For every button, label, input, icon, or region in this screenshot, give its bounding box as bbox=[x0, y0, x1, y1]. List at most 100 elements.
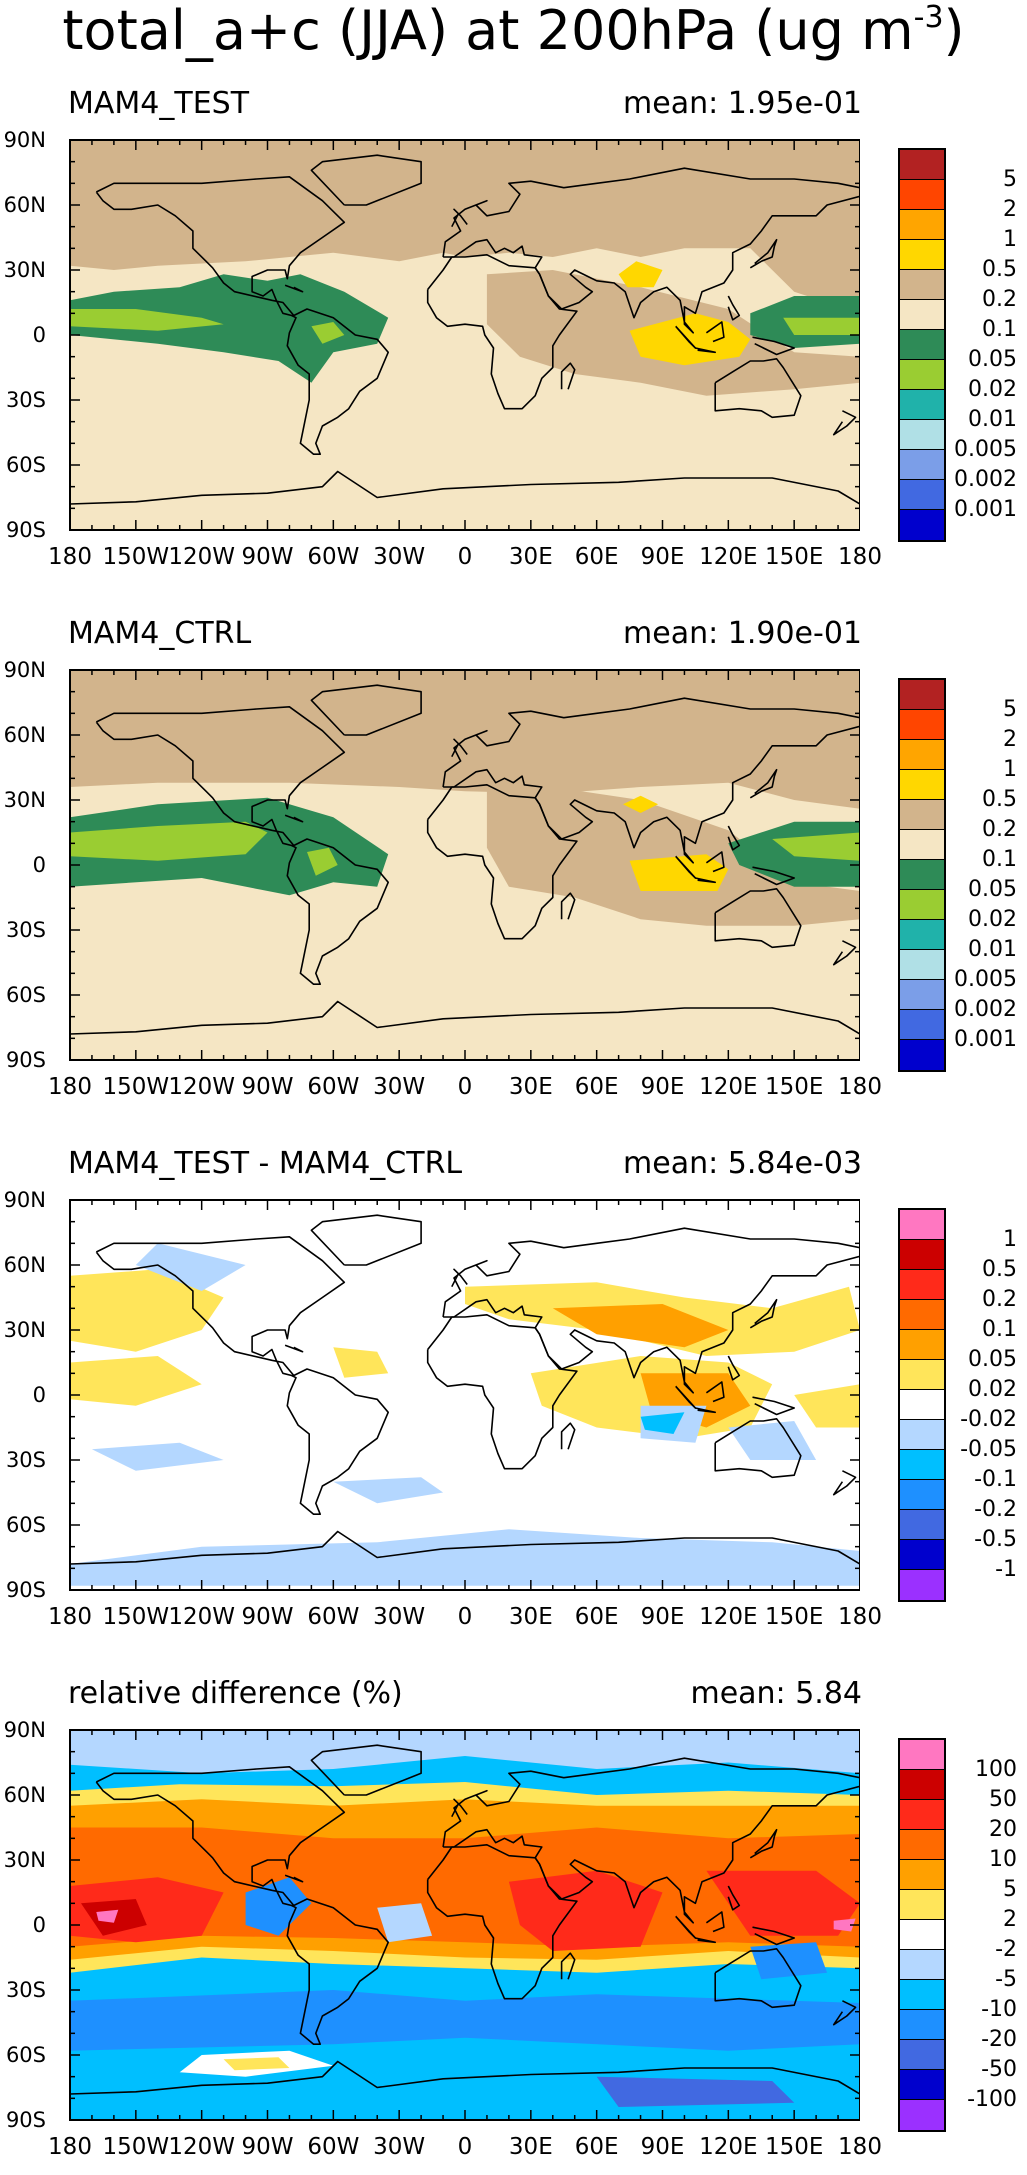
colorbar-label: 0.01 bbox=[968, 407, 1017, 432]
colorbar-label: -0.05 bbox=[960, 1437, 1017, 1462]
colorbar-swatch bbox=[900, 1830, 944, 1860]
contour-region bbox=[91, 1442, 224, 1471]
colorbar-label: 0.005 bbox=[954, 437, 1017, 462]
lon-tick-label: 30E bbox=[508, 1074, 553, 1100]
colorbar-label: 1 bbox=[1003, 227, 1017, 252]
coastline bbox=[426, 1314, 578, 1470]
colorbar-swatch bbox=[900, 480, 944, 510]
coastline bbox=[284, 284, 304, 293]
coastline bbox=[749, 768, 778, 799]
colorbar-swatch bbox=[900, 270, 944, 300]
panel-mean: mean: 5.84 bbox=[690, 1676, 862, 1711]
contour-region bbox=[333, 1477, 444, 1504]
coastline bbox=[752, 336, 796, 356]
colorbar-label: -100 bbox=[967, 2087, 1017, 2112]
lon-tick-label: 90W bbox=[241, 1604, 294, 1630]
lat-tick-label: 60N bbox=[3, 193, 46, 217]
coastline bbox=[284, 1874, 304, 1883]
colorbar-label: 10 bbox=[989, 1847, 1017, 1872]
coastline bbox=[714, 357, 802, 419]
contour-region bbox=[70, 821, 268, 861]
lon-tick-label: 90E bbox=[640, 1074, 685, 1100]
coastline bbox=[69, 470, 860, 505]
contour-region bbox=[833, 1918, 856, 1932]
contour-region bbox=[750, 1942, 828, 1980]
lon-tick-label: 120E bbox=[699, 1074, 758, 1100]
colorbar-label: 0.5 bbox=[982, 787, 1017, 812]
colorbar-swatch bbox=[900, 450, 944, 480]
colorbar-label: 0.002 bbox=[954, 997, 1017, 1022]
lat-tick-label: 60N bbox=[3, 723, 46, 747]
colorbar-label: 2 bbox=[1003, 727, 1017, 752]
colorbar-label: -0.1 bbox=[974, 1467, 1017, 1492]
colorbar-swatch bbox=[900, 360, 944, 390]
coastline bbox=[675, 1385, 697, 1409]
lon-tick-label: 90E bbox=[640, 2134, 685, 2160]
contour-region bbox=[311, 322, 345, 344]
contour-region bbox=[640, 1412, 685, 1434]
lat-tick-label: 90S bbox=[5, 1048, 46, 1072]
colorbar-label: 5 bbox=[1003, 697, 1017, 722]
colorbar-swatch bbox=[900, 1270, 944, 1300]
colorbar-label: 0.05 bbox=[968, 877, 1017, 902]
colorbar-swatch bbox=[900, 1540, 944, 1570]
lon-tick-label: 30W bbox=[373, 1604, 426, 1630]
coastline bbox=[95, 706, 390, 986]
contour-region bbox=[728, 1421, 817, 1460]
colorbar-swatch bbox=[900, 680, 944, 710]
contour-region bbox=[552, 1304, 729, 1348]
coastline bbox=[749, 238, 778, 269]
colorbar-label: 0.2 bbox=[982, 817, 1017, 842]
coastline bbox=[426, 784, 578, 940]
colorbar bbox=[898, 678, 946, 1072]
coastline bbox=[705, 851, 725, 873]
coastline bbox=[426, 254, 578, 410]
colorbar-swatch bbox=[900, 890, 944, 920]
colorbar-swatch bbox=[900, 210, 944, 240]
panel-ctrl: MAM4_CTRL mean: 1.90e-01 90N 60N 30N 0 30S 60… bbox=[0, 598, 1027, 1128]
contour-region bbox=[596, 2076, 795, 2107]
coastline bbox=[310, 1744, 422, 1796]
contour-region bbox=[70, 274, 389, 383]
coastline bbox=[705, 321, 725, 343]
contour-region bbox=[70, 1990, 860, 2051]
colorbar-swatch bbox=[900, 950, 944, 980]
colorbar-label: 1 bbox=[1003, 757, 1017, 782]
colorbar-swatch bbox=[900, 1980, 944, 2010]
map-plot bbox=[69, 1729, 860, 2121]
lon-tick-label: 60E bbox=[574, 1604, 619, 1630]
colorbar-swatch bbox=[900, 1770, 944, 1800]
lat-tick-label: 60S bbox=[5, 1513, 46, 1537]
lon-tick-label: 90W bbox=[241, 544, 294, 570]
colorbar-label: 0.02 bbox=[968, 907, 1017, 932]
colorbar-label: -0.2 bbox=[974, 1497, 1017, 1522]
lon-tick-label: 0 bbox=[457, 544, 473, 570]
colorbar-label: 5 bbox=[1003, 1877, 1017, 1902]
colorbar-swatch bbox=[900, 800, 944, 830]
coastline bbox=[675, 325, 697, 349]
coastline bbox=[695, 877, 717, 884]
colorbar-label: 0.05 bbox=[968, 347, 1017, 372]
lon-tick-label: 180 bbox=[48, 544, 92, 570]
coastline bbox=[284, 1344, 304, 1353]
lon-tick-label: 150E bbox=[764, 544, 824, 570]
coastline bbox=[451, 208, 468, 228]
lon-tick-label: 60E bbox=[574, 1074, 619, 1100]
colorbar-label: 0.02 bbox=[968, 1377, 1017, 1402]
lon-tick-label: 120W bbox=[168, 544, 235, 570]
lat-tick-label: 60N bbox=[3, 1253, 46, 1277]
colorbar-label: 0.02 bbox=[968, 377, 1017, 402]
colorbar-label: -10 bbox=[981, 1997, 1017, 2022]
lon-tick-label: 60W bbox=[307, 1604, 360, 1630]
colorbar-swatch bbox=[900, 1420, 944, 1450]
lon-tick-label: 0 bbox=[457, 1074, 473, 1100]
coastline bbox=[95, 1766, 390, 2046]
colorbar-swatch bbox=[900, 1860, 944, 1890]
contour-region bbox=[377, 1903, 433, 1943]
lat-tick-label: 60N bbox=[3, 1783, 46, 1807]
colorbar-label: -2 bbox=[995, 1937, 1017, 1962]
lat-tick-label: 90S bbox=[5, 1578, 46, 1602]
contour-region bbox=[70, 1529, 860, 1586]
lon-tick-label: 90E bbox=[640, 1604, 685, 1630]
lon-tick-label: 60W bbox=[307, 2134, 360, 2160]
